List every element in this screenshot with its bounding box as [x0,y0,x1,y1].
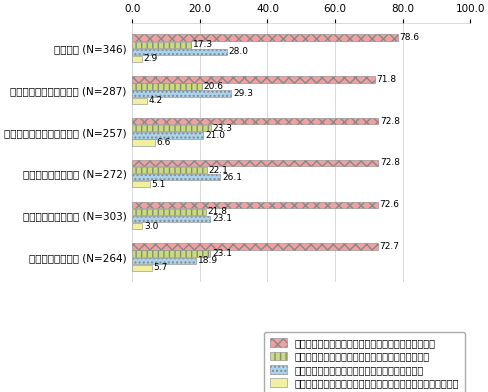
Text: 22.1: 22.1 [208,165,228,174]
Bar [132,83,202,90]
Text: 71.8: 71.8 [376,75,396,84]
Text: 6.6: 6.6 [156,138,170,147]
Text: 72.8: 72.8 [379,117,399,126]
Bar [132,34,397,41]
Bar [132,132,203,138]
Bar [132,76,374,83]
Bar [132,174,220,180]
Text: 23.3: 23.3 [212,124,232,133]
Text: 72.8: 72.8 [379,158,399,167]
Bar [132,139,154,145]
Bar [132,160,377,166]
Text: 4.2: 4.2 [148,96,162,105]
Text: 78.6: 78.6 [399,33,419,42]
Text: 5.7: 5.7 [153,263,167,272]
Text: 5.1: 5.1 [151,180,165,189]
Bar [132,243,377,250]
Bar [132,125,211,131]
Text: 72.6: 72.6 [379,200,398,209]
Bar [132,118,377,124]
Text: 18.9: 18.9 [198,256,218,265]
Text: 28.0: 28.0 [228,47,248,56]
Bar [132,49,226,55]
Bar [132,223,142,229]
Text: 29.3: 29.3 [232,89,252,98]
Text: 2.9: 2.9 [143,54,158,64]
Text: 23.1: 23.1 [212,214,232,223]
Bar [132,56,142,62]
Text: 3.0: 3.0 [144,221,158,230]
Bar [132,91,231,97]
Bar [132,98,146,104]
Text: 21.8: 21.8 [207,207,227,216]
Bar [132,258,196,264]
Text: 21.0: 21.0 [204,131,224,140]
Bar [132,181,149,187]
Text: 26.1: 26.1 [222,172,242,181]
Bar [132,250,210,257]
Text: 17.3: 17.3 [192,40,212,49]
Legend: データを集約して、業務や会社の状況を「見える化」, データを集約して、異常な状態を「自動的に検出」, 集約したデータをもとに、「将来の状況を予測」, 将来の予測: データを集約して、業務や会社の状況を「見える化」, データを集約して、異常な状態… [263,332,464,392]
Bar [132,201,377,208]
Text: 23.1: 23.1 [212,249,232,258]
Bar [132,216,210,222]
Bar [132,42,190,48]
Bar [132,265,151,271]
Text: 20.6: 20.6 [203,82,223,91]
Bar [132,209,205,215]
Text: 72.7: 72.7 [379,242,399,251]
Bar [132,167,206,173]
